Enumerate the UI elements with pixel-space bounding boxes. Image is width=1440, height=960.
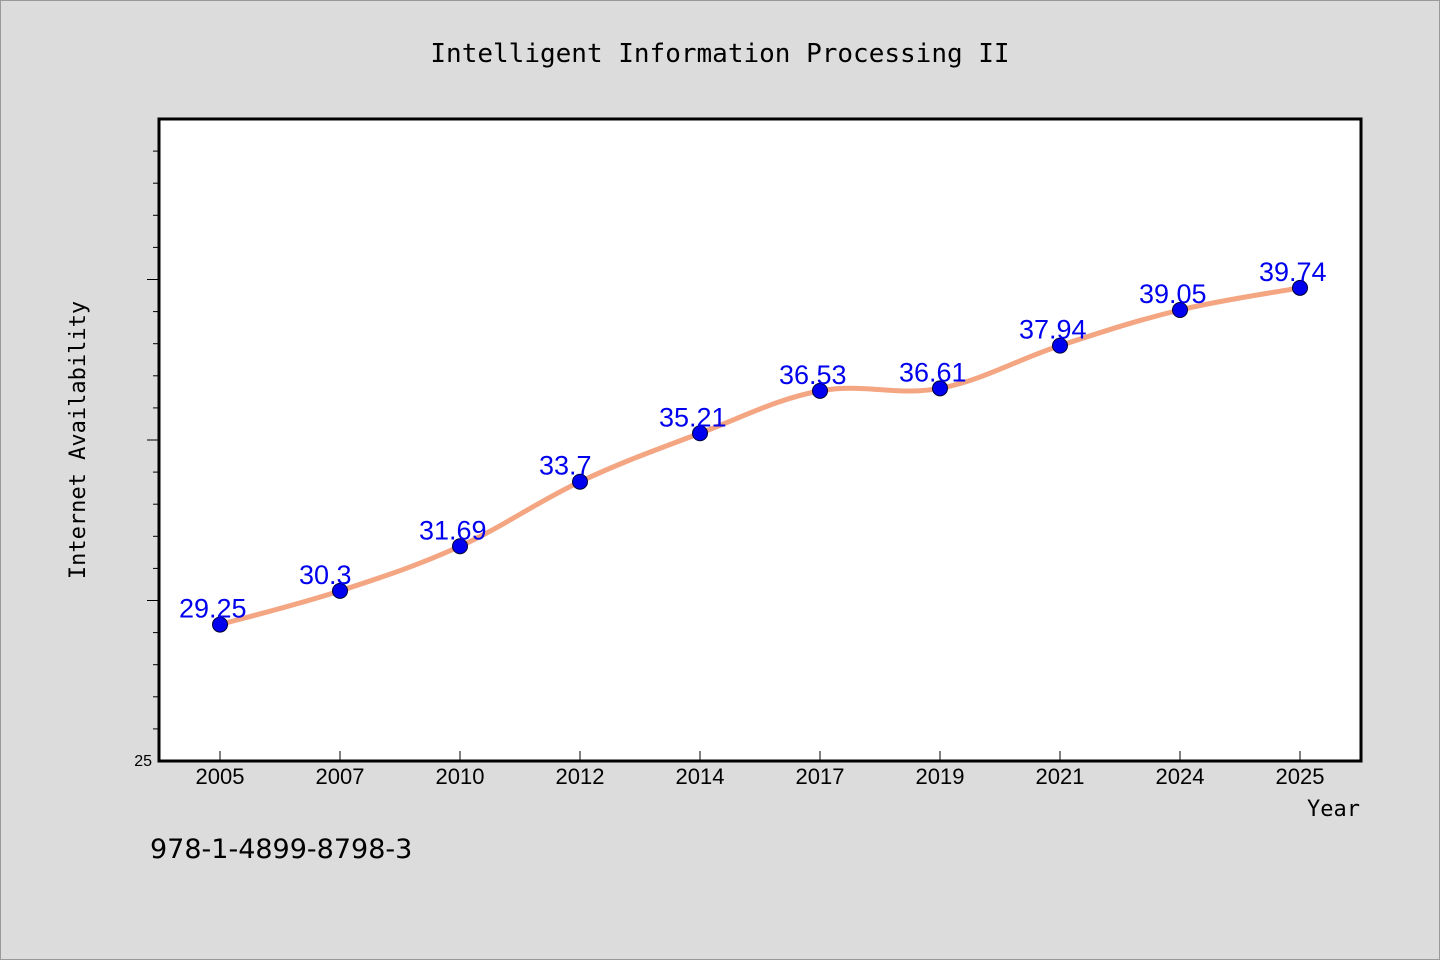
x-tick-label: 2017 [796,764,845,789]
x-tick-label: 2019 [916,764,965,789]
data-label: 39.05 [1139,279,1207,309]
data-point [692,425,708,442]
x-tick-label: 2021 [1036,764,1085,789]
data-label: 31.69 [419,515,487,545]
data-point [572,473,588,490]
x-tick-label: 2014 [676,764,725,789]
series-line [217,285,1303,628]
x-axis-label: Year [1307,797,1360,822]
isbn-code: 978-1-4899-8798-3 [150,834,413,865]
data-label: 37.94 [1019,315,1087,345]
data-label: 36.61 [899,357,967,387]
data-label: 35.21 [659,402,727,432]
chart-title: Intelligent Information Processing II [430,39,1009,69]
data-label: 29.25 [179,594,247,624]
data-labels: 29.25 30.3 31.69 33.7 35.21 36.53 36.61 37.94 39… [179,257,1327,624]
series-markers [212,279,1308,633]
data-label: 36.53 [779,360,847,390]
x-axis-ticks: 2005 2007 2010 2012 2014 2017 2019 2021 2024 2025 [196,751,1325,789]
data-label: 39.74 [1259,257,1327,287]
x-tick-label: 2025 [1276,764,1325,789]
plot-area [157,117,1363,763]
data-point [812,382,828,399]
data-point [1052,337,1068,354]
x-tick-label: 2007 [316,764,365,789]
x-tick-label: 2012 [556,764,605,789]
data-point [1292,279,1308,296]
data-point [932,380,948,397]
data-point [452,538,468,555]
data-point [332,582,348,599]
y-axis-label: Internet Availability [66,301,91,579]
data-point [212,616,228,633]
y-axis-ticks [147,150,159,730]
data-label: 33.7 [539,451,592,481]
x-tick-label: 2005 [196,764,245,789]
x-tick-label: 2024 [1156,764,1205,789]
x-tick-label: 2010 [436,764,485,789]
data-label: 30.3 [299,560,352,590]
y-tick-label: 25 [134,753,152,770]
data-point [1172,301,1188,318]
